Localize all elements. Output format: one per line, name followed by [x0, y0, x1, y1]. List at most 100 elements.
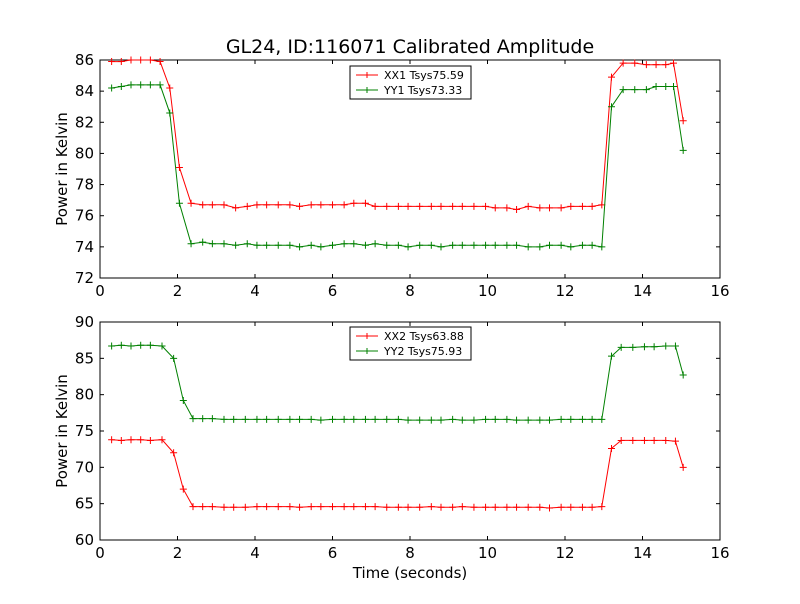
- chart1-series-1-point: [416, 202, 424, 210]
- chart2-series-1-point: [449, 503, 457, 511]
- chart1-series-2-point: [117, 82, 125, 90]
- chart1-series-2-point: [274, 241, 282, 249]
- chart2-series-1-point: [361, 503, 369, 511]
- chart2-legend-label-1: XX2 Tsys63.88: [384, 330, 464, 343]
- chart2-legend-label-2: YY2 Tsys75.93: [383, 345, 462, 358]
- chart2-series-1-point: [137, 436, 145, 444]
- chart1-series-2-point: [127, 81, 135, 89]
- chart1-series-1-point: [232, 204, 240, 212]
- chart1-series-1-point: [557, 204, 565, 212]
- chart2-y-tick-label: 70: [75, 458, 94, 476]
- chart1-y-tick-label: 80: [75, 144, 94, 162]
- chart1-series-1-point: [588, 202, 596, 210]
- chart1-series-2-line: [111, 84, 684, 248]
- chart2-series-2-point: [404, 416, 412, 424]
- chart2-series-1-point: [470, 503, 478, 511]
- chart1-series-2-point: [340, 240, 348, 248]
- chart1-series-2-point: [557, 241, 565, 249]
- chart2-series-1-point: [286, 503, 294, 511]
- chart1-legend-label-1: XX1 Tsys75.59: [384, 69, 464, 82]
- chart2-series-1-point: [329, 503, 336, 511]
- chart1-y-tick-label: 72: [75, 269, 94, 287]
- chart2-y-tick-label: 60: [75, 531, 94, 549]
- chart2-series-1-point: [274, 503, 282, 511]
- chart1-series-2-point: [166, 109, 174, 117]
- chart1-x-tick-label: 4: [250, 282, 260, 300]
- chart2-series-1-point: [241, 503, 249, 511]
- chart2-series-1-point: [307, 503, 315, 511]
- chart1-legend-label-2: YY1 Tsys73.33: [383, 84, 462, 97]
- chart2-series-1-point: [598, 503, 606, 511]
- chart2-series-1-point: [503, 503, 511, 511]
- chart2-series-2-point: [296, 415, 304, 423]
- chart2-series-1-point: [524, 503, 532, 511]
- chart2-x-tick-label: 16: [710, 544, 729, 562]
- chart2-series-1: [108, 436, 687, 512]
- chart1-series-2-point: [652, 82, 660, 90]
- chart2-series-1-point: [230, 503, 238, 511]
- chart1-series-1-point: [567, 202, 575, 210]
- chart2-legend: XX2 Tsys63.88 YY2 Tsys75.93: [349, 326, 472, 361]
- chart1-series-1-point: [491, 204, 499, 212]
- chart1-series-1-point: [317, 201, 325, 209]
- chart2-series-1-point: [146, 436, 154, 444]
- chart2-series-1-point: [427, 503, 435, 511]
- chart1-series-2-point: [619, 86, 627, 94]
- chart1-series-1-point: [608, 73, 615, 81]
- chart1-series-1-point: [175, 163, 183, 171]
- chart1-series-2-point: [513, 241, 521, 249]
- chart2-series-1-point: [536, 503, 544, 511]
- chart1-series-2-point: [503, 241, 511, 249]
- chart2-series-2-point: [536, 416, 544, 424]
- chart2-series-1-point: [220, 503, 228, 511]
- chart1-series-2: [108, 81, 687, 251]
- chart2-series-1-point: [158, 436, 166, 444]
- chart1-series-1-point: [578, 202, 586, 210]
- chart2-series-2-point: [557, 415, 565, 423]
- subplot-2: 0 2 4 6 8 10 12 14 16 60 65 70 75 80 85 90 Power in Kelv…: [53, 313, 730, 582]
- chart1-x-tick-label: 16: [710, 282, 729, 300]
- chart2-series-2-point: [513, 416, 521, 424]
- chart2-x-tick-label: 6: [328, 544, 338, 562]
- chart1-series-2-point: [108, 84, 116, 92]
- chart1-series-2-point: [208, 240, 216, 248]
- chart1-series-1-point: [458, 202, 466, 210]
- chart2-series-1-point: [170, 449, 178, 457]
- chart2-series-2-point: [383, 415, 391, 423]
- chart2-series-1-point: [608, 444, 615, 452]
- chart1-series-2-point: [317, 243, 325, 251]
- chart2-x-tick-label: 14: [633, 544, 652, 562]
- chart2-series-2-point: [608, 352, 615, 360]
- chart1-legend-marker-1: [364, 72, 370, 78]
- chart1-x-tick-label: 10: [478, 282, 497, 300]
- chart1-series-2-point: [608, 103, 615, 111]
- chart1-series-2-point: [404, 243, 412, 251]
- chart1-series-1-point: [652, 61, 660, 69]
- chart2-series-1-point: [108, 436, 116, 444]
- chart1-x-tick-label: 14: [633, 282, 652, 300]
- chart1-series-2-point: [670, 82, 677, 90]
- chart2-series-2-point: [117, 341, 125, 349]
- chart2-y-tick-label: 85: [75, 349, 94, 367]
- chart2-series-2-point: [458, 416, 466, 424]
- chart2-series-2-point: [449, 415, 457, 423]
- chart1-series-1-point: [513, 205, 521, 213]
- figure-title: GL24, ID:116071 Calibrated Amplitude: [226, 36, 594, 58]
- chart2-series-1-point: [671, 437, 679, 445]
- chart2-series-1-point: [578, 503, 586, 511]
- chart1-legend: XX1 Tsys75.59 YY1 Tsys73.33: [349, 65, 472, 100]
- chart1-series-2-point: [536, 243, 544, 251]
- chart1-series-1-point: [437, 202, 445, 210]
- chart1-series-1-point: [404, 202, 412, 210]
- chart2-series-2-point: [307, 415, 315, 423]
- chart2-series-1-point: [263, 503, 271, 511]
- chart1-series-1-point: [220, 201, 228, 209]
- chart2-series-1-point: [679, 463, 687, 471]
- chart2-series-1-point: [394, 503, 402, 511]
- chart1-series-1-point: [296, 202, 304, 210]
- chart1-series-1-point: [253, 201, 261, 209]
- chart1-y-tick-label: 84: [75, 82, 94, 100]
- chart1-series-1-point: [598, 201, 606, 209]
- chart2-series-2-point: [329, 415, 336, 423]
